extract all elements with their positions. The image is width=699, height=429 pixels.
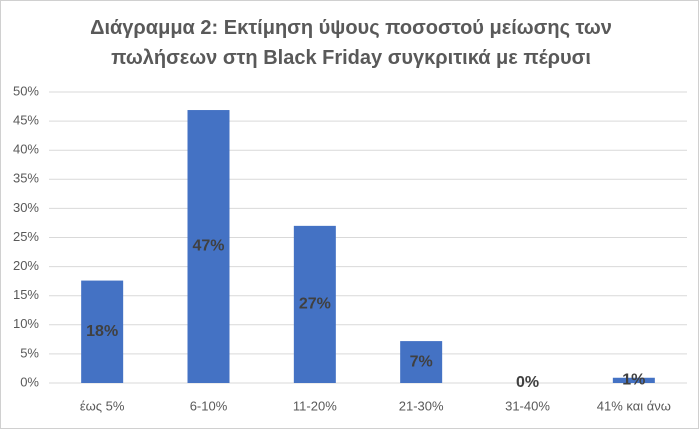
y-tick-label: 40% (13, 142, 39, 157)
y-tick-label: 15% (13, 287, 39, 302)
x-tick-label: 11-20% (293, 398, 337, 413)
y-tick-label: 0% (20, 374, 39, 389)
y-tick-label: 5% (20, 345, 39, 360)
bar (81, 280, 124, 383)
data-label: 7% (410, 353, 433, 370)
y-tick-label: 35% (13, 171, 39, 186)
bar (293, 225, 336, 383)
x-tick-label: 31-40% (505, 398, 550, 413)
data-label: 1% (622, 372, 645, 389)
data-label: 18% (86, 323, 118, 340)
bar (187, 110, 230, 384)
bar (612, 377, 655, 383)
x-tick-label: 41% και άνω (597, 398, 671, 413)
x-tick-label: έως 5% (80, 398, 125, 413)
y-tick-label: 10% (13, 316, 39, 331)
y-tick-label: 45% (13, 113, 39, 128)
data-label: 47% (192, 238, 224, 255)
chart-title: Διάγραμμα 2: Εκτίμηση ύψους ποσοστού μεί… (90, 17, 612, 69)
y-tick-label: 30% (13, 200, 39, 215)
y-tick-label: 25% (13, 229, 39, 244)
y-tick-label: 50% (13, 83, 39, 98)
y-tick-label: 20% (13, 258, 39, 273)
data-label: 0% (516, 374, 539, 391)
bar (400, 341, 443, 383)
x-tick-label: 21-30% (399, 398, 444, 413)
data-label: 27% (299, 296, 331, 313)
x-tick-label: 6-10% (190, 398, 228, 413)
